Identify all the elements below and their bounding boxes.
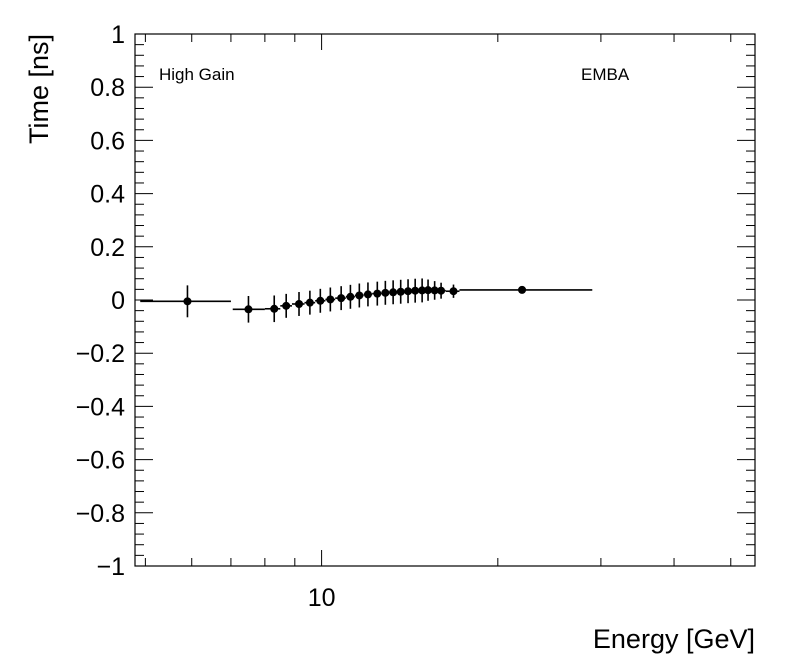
data-point [325, 287, 336, 312]
annotation-left: High Gain [159, 65, 235, 84]
data-point [354, 283, 364, 308]
marker [418, 286, 427, 295]
y-tick-label: 0.6 [90, 127, 125, 155]
data-point [315, 288, 326, 313]
x-axis-title: Energy [GeV] [593, 624, 755, 654]
marker [270, 304, 279, 313]
y-tick-label: 1 [111, 21, 125, 49]
data-point [381, 280, 390, 305]
data-point [437, 282, 446, 299]
marker [518, 285, 527, 294]
y-tick-label: −0.4 [76, 393, 125, 421]
data-point [345, 284, 355, 309]
data-point [363, 282, 373, 307]
marker [355, 291, 364, 300]
marker [381, 288, 390, 297]
y-tick-label: −0.6 [76, 447, 125, 475]
data-point [445, 284, 460, 298]
marker [389, 288, 398, 297]
marker [337, 294, 346, 303]
x-tick-labels: 10 [308, 584, 336, 612]
marker [326, 295, 335, 304]
data-point [418, 278, 427, 303]
data-point [264, 295, 281, 323]
y-tick-labels: −1 −0.8 −0.6 −0.4 −0.2 0 0.2 0.4 0.6 0.8 1 [76, 21, 125, 581]
y-axis-title: Time [ns] [24, 34, 54, 144]
annotation-right: EMBA [581, 65, 630, 84]
axis-ticks [135, 33, 755, 567]
data-point [430, 281, 439, 300]
marker [346, 292, 355, 301]
data-point [372, 281, 382, 306]
data-point [335, 286, 346, 311]
marker [282, 301, 291, 310]
marker [244, 305, 253, 314]
data-point [424, 279, 433, 301]
y-tick-label: 0.4 [90, 181, 125, 209]
marker [305, 298, 314, 307]
marker [437, 286, 446, 295]
marker [449, 287, 458, 296]
data-point [396, 279, 405, 304]
marker [404, 287, 413, 296]
data-point [232, 296, 265, 323]
data-point [389, 280, 398, 305]
marker [363, 290, 372, 299]
y-tick-label: 0.8 [90, 74, 125, 102]
data-point [280, 293, 292, 318]
data-point [404, 279, 413, 304]
data-point [411, 278, 420, 303]
data-point [459, 285, 593, 294]
data-point [140, 285, 231, 318]
y-tick-label: 0 [111, 287, 125, 315]
y-tick-label: −0.8 [76, 500, 125, 528]
marker [411, 286, 420, 295]
y-tick-label: −0.2 [76, 340, 125, 368]
marker [424, 286, 433, 295]
x-tick-label: 10 [308, 584, 336, 612]
y-tick-label: 0.2 [90, 234, 125, 262]
data-point [304, 290, 316, 315]
y-tick-label: −1 [96, 553, 125, 581]
frame [134, 33, 756, 567]
marker [183, 297, 192, 306]
marker [295, 299, 304, 308]
marker [430, 286, 439, 295]
marker [316, 296, 325, 305]
data-points [140, 278, 593, 323]
marker [396, 287, 405, 296]
data-point [291, 292, 305, 316]
marker [373, 289, 382, 298]
